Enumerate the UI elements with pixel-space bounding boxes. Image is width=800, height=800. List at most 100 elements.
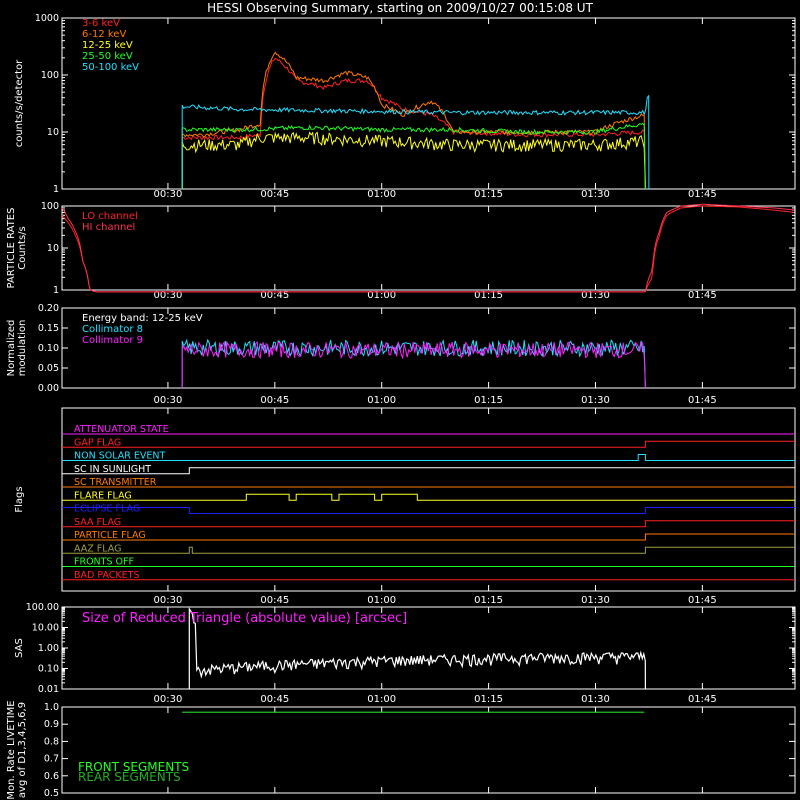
- y-tick-label: 10: [47, 243, 59, 254]
- y-axis-label: counts/s/detector: [14, 59, 25, 147]
- legend-entry: FRONT SEGMENTS: [78, 760, 189, 774]
- x-tick-label: 01:00: [367, 694, 396, 705]
- x-tick-label: 01:15: [474, 395, 503, 406]
- flag-label: SAA FLAG: [74, 517, 121, 528]
- legend-entry: 3-6 keV: [82, 18, 120, 29]
- x-tick-label: 01:00: [367, 290, 396, 301]
- x-tick-label: 01:45: [688, 290, 717, 301]
- x-tick-label: 00:45: [260, 395, 289, 406]
- y-tick-label: 1: [53, 184, 59, 195]
- flag-label: SC TRANSMITTER: [74, 477, 157, 488]
- x-tick-label: 00:30: [154, 290, 183, 301]
- legend-entry: Collimator 8: [82, 324, 143, 335]
- flag-label: AAZ FLAG: [74, 543, 121, 554]
- legend-entry: 12-25 keV: [82, 40, 133, 51]
- y-tick-label: 10.00: [32, 623, 59, 634]
- x-tick-label: 01:45: [688, 189, 717, 200]
- flag-label: FLARE FLAG: [74, 490, 132, 501]
- panel-frame: [61, 706, 796, 794]
- panel-annotation: Energy band: 12-25 keV: [82, 313, 203, 324]
- y-axis-label-line: modulation: [17, 320, 28, 377]
- flag-label: BAD PACKETS: [74, 570, 140, 581]
- x-tick-label: 00:45: [260, 290, 289, 301]
- y-tick-label: 100: [41, 201, 59, 212]
- y-tick-label: 0.05: [38, 363, 59, 374]
- y-tick-label: 0.6: [44, 771, 59, 782]
- x-tick-label: 00:45: [260, 694, 289, 705]
- y-tick-label: 0.00: [38, 383, 59, 394]
- y-tick-label: 100: [41, 70, 59, 81]
- flag-line: [62, 454, 795, 461]
- x-tick-label: 01:00: [367, 395, 396, 406]
- y-axis-label-line: PARTICLE RATES: [6, 208, 17, 289]
- series-line: [181, 95, 650, 190]
- series-line: [181, 131, 646, 190]
- y-axis-label-line: SAS: [14, 638, 25, 658]
- x-tick-label: 01:15: [474, 694, 503, 705]
- flag-label: ATTENUATOR STATE: [74, 424, 169, 435]
- y-axis-label: Normalizedmodulation: [6, 320, 28, 377]
- legend-entry: HI channel: [82, 222, 135, 233]
- y-axis-label-line: Flags: [14, 486, 25, 512]
- y-tick-label: 100.00: [26, 602, 59, 613]
- y-tick-label: 0.10: [38, 664, 59, 675]
- panel-modulation: 00:30 00:45 01:00 01:15 01:30 01:45 0.00 0.05 0.…: [6, 303, 796, 406]
- legend-entry: REAR SEGMENTS: [78, 770, 181, 784]
- y-tick-label: 0.9: [44, 719, 59, 730]
- panel-flags: 00:30 00:45 01:00 01:15 01:30 01:45 Flags ATTEN…: [14, 407, 796, 606]
- y-axis-label: SAS: [14, 638, 25, 658]
- x-tick-label: 01:00: [367, 189, 396, 200]
- x-tick-label: 01:45: [688, 395, 717, 406]
- flag-line: [62, 533, 795, 541]
- y-axis-label: Flags: [14, 486, 25, 512]
- y-tick-label: 1000: [35, 13, 59, 24]
- x-tick-label: 00:30: [154, 395, 183, 406]
- x-tick-label: 01:30: [581, 595, 610, 606]
- y-tick-label: 1: [53, 285, 59, 296]
- y-tick-label: 0.20: [38, 303, 59, 314]
- y-tick-label: 0.15: [38, 323, 59, 334]
- flag-line: [62, 520, 795, 528]
- x-tick-label: 00:30: [154, 595, 183, 606]
- x-tick-label: 01:45: [688, 595, 717, 606]
- series-line: [181, 57, 646, 190]
- flag-line: [62, 440, 795, 448]
- y-axis-label: Mon. Rate LIVETIMEavg of D1,3,4,5,6,9: [6, 700, 28, 799]
- y-axis-label-line: Normalized: [6, 320, 17, 377]
- y-axis-label-line: Mon. Rate LIVETIME: [6, 700, 17, 799]
- x-tick-label: 01:30: [581, 694, 610, 705]
- panel-frame: [61, 17, 796, 190]
- figure-title: HESSI Observing Summary, starting on 200…: [207, 1, 593, 15]
- x-tick-label: 01:30: [581, 189, 610, 200]
- legend-entry: 50-100 keV: [82, 62, 139, 73]
- series-line: [181, 340, 646, 389]
- legend-entry: LO channel: [82, 211, 138, 222]
- y-tick-label: 0.8: [44, 736, 59, 747]
- series-line: [181, 122, 646, 190]
- panel-sas: 00:30 00:45 01:00 01:15 01:30 01:45 0.01 0.10 1.…: [14, 602, 796, 705]
- panel-livetime: 0.5 0.6 0.7 0.8 0.9 1.0 Mon. Rate LIVETIMEavg …: [6, 700, 796, 800]
- flag-line: [62, 507, 795, 514]
- x-tick-label: 01:15: [474, 189, 503, 200]
- y-axis-label: PARTICLE RATESCounts/s: [6, 208, 28, 289]
- x-tick-label: 01:30: [581, 395, 610, 406]
- flag-label: GAP FLAG: [74, 437, 121, 448]
- x-tick-label: 00:45: [260, 595, 289, 606]
- flag-label: PARTICLE FLAG: [74, 530, 146, 541]
- y-tick-label: 0.7: [44, 754, 59, 765]
- y-tick-label: 0.01: [38, 684, 59, 695]
- legend-entry: 6-12 keV: [82, 29, 126, 40]
- y-axis-label-line: avg of D1,3,4,5,6,9: [17, 702, 28, 798]
- flag-label: NON SOLAR EVENT: [74, 451, 165, 462]
- panel-frame: [61, 407, 796, 592]
- x-tick-label: 00:45: [260, 189, 289, 200]
- panel-count-rates: 00:30 00:45 01:00 01:15 01:30 01:45 1 10 100 1000…: [14, 13, 796, 200]
- panel-annotation: Size of Reduced Triangle (absolute value…: [82, 611, 407, 626]
- y-tick-label: 0.5: [44, 788, 59, 799]
- flag-line: [62, 546, 795, 554]
- flag-label: SC IN SUNLIGHT: [74, 464, 151, 475]
- legend-entry: 25-50 keV: [82, 51, 133, 62]
- y-axis-label-line: counts/s/detector: [14, 59, 25, 147]
- series-line: [188, 607, 646, 690]
